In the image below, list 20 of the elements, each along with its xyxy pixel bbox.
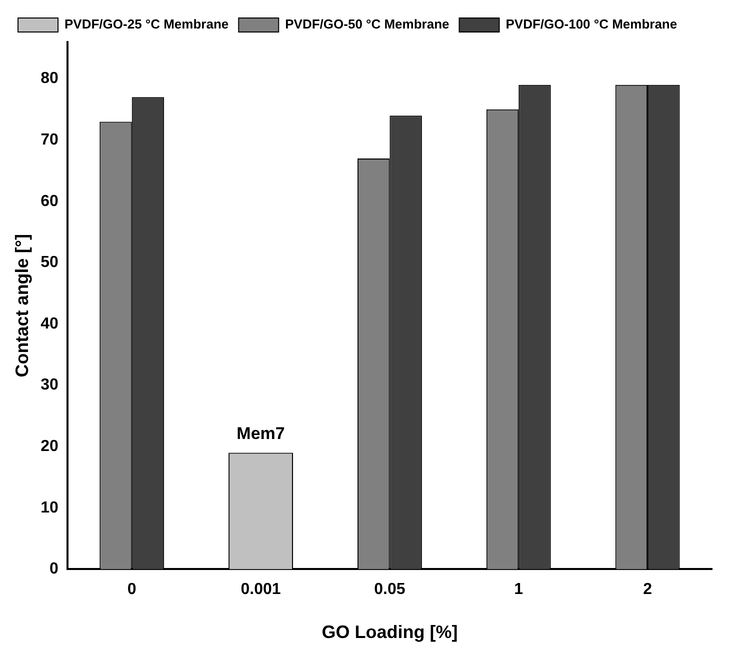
y-tick-label: 60 [40,192,58,210]
x-tick-label: 0.001 [240,581,281,598]
x-tick-label: 2 [643,581,652,598]
y-tick-label: 0 [49,560,58,578]
x-tick-label: 0.05 [374,581,406,598]
y-tick-label: 30 [40,376,58,394]
x-tick-label: 0 [127,581,136,598]
y-tick-label: 80 [40,70,58,88]
y-axis-title: Contact angle [°] [12,234,32,378]
annotation: Mem7 [236,424,285,443]
x-tick-label: 1 [514,581,524,598]
y-tick-label: 10 [40,499,58,516]
y-tick-label: 50 [40,254,58,272]
x-axis-title: GO Loading [%] [322,622,458,642]
y-tick-label: 40 [40,315,58,332]
y-tick-label: 20 [40,438,58,455]
y-tick-label: 70 [40,131,58,148]
legend-label: PVDF/GO-50 °C Membrane [285,16,450,32]
legend-label: PVDF/GO-100 °C Membrane [506,16,678,32]
legend-label: PVDF/GO-25 °C Membrane [64,16,229,32]
